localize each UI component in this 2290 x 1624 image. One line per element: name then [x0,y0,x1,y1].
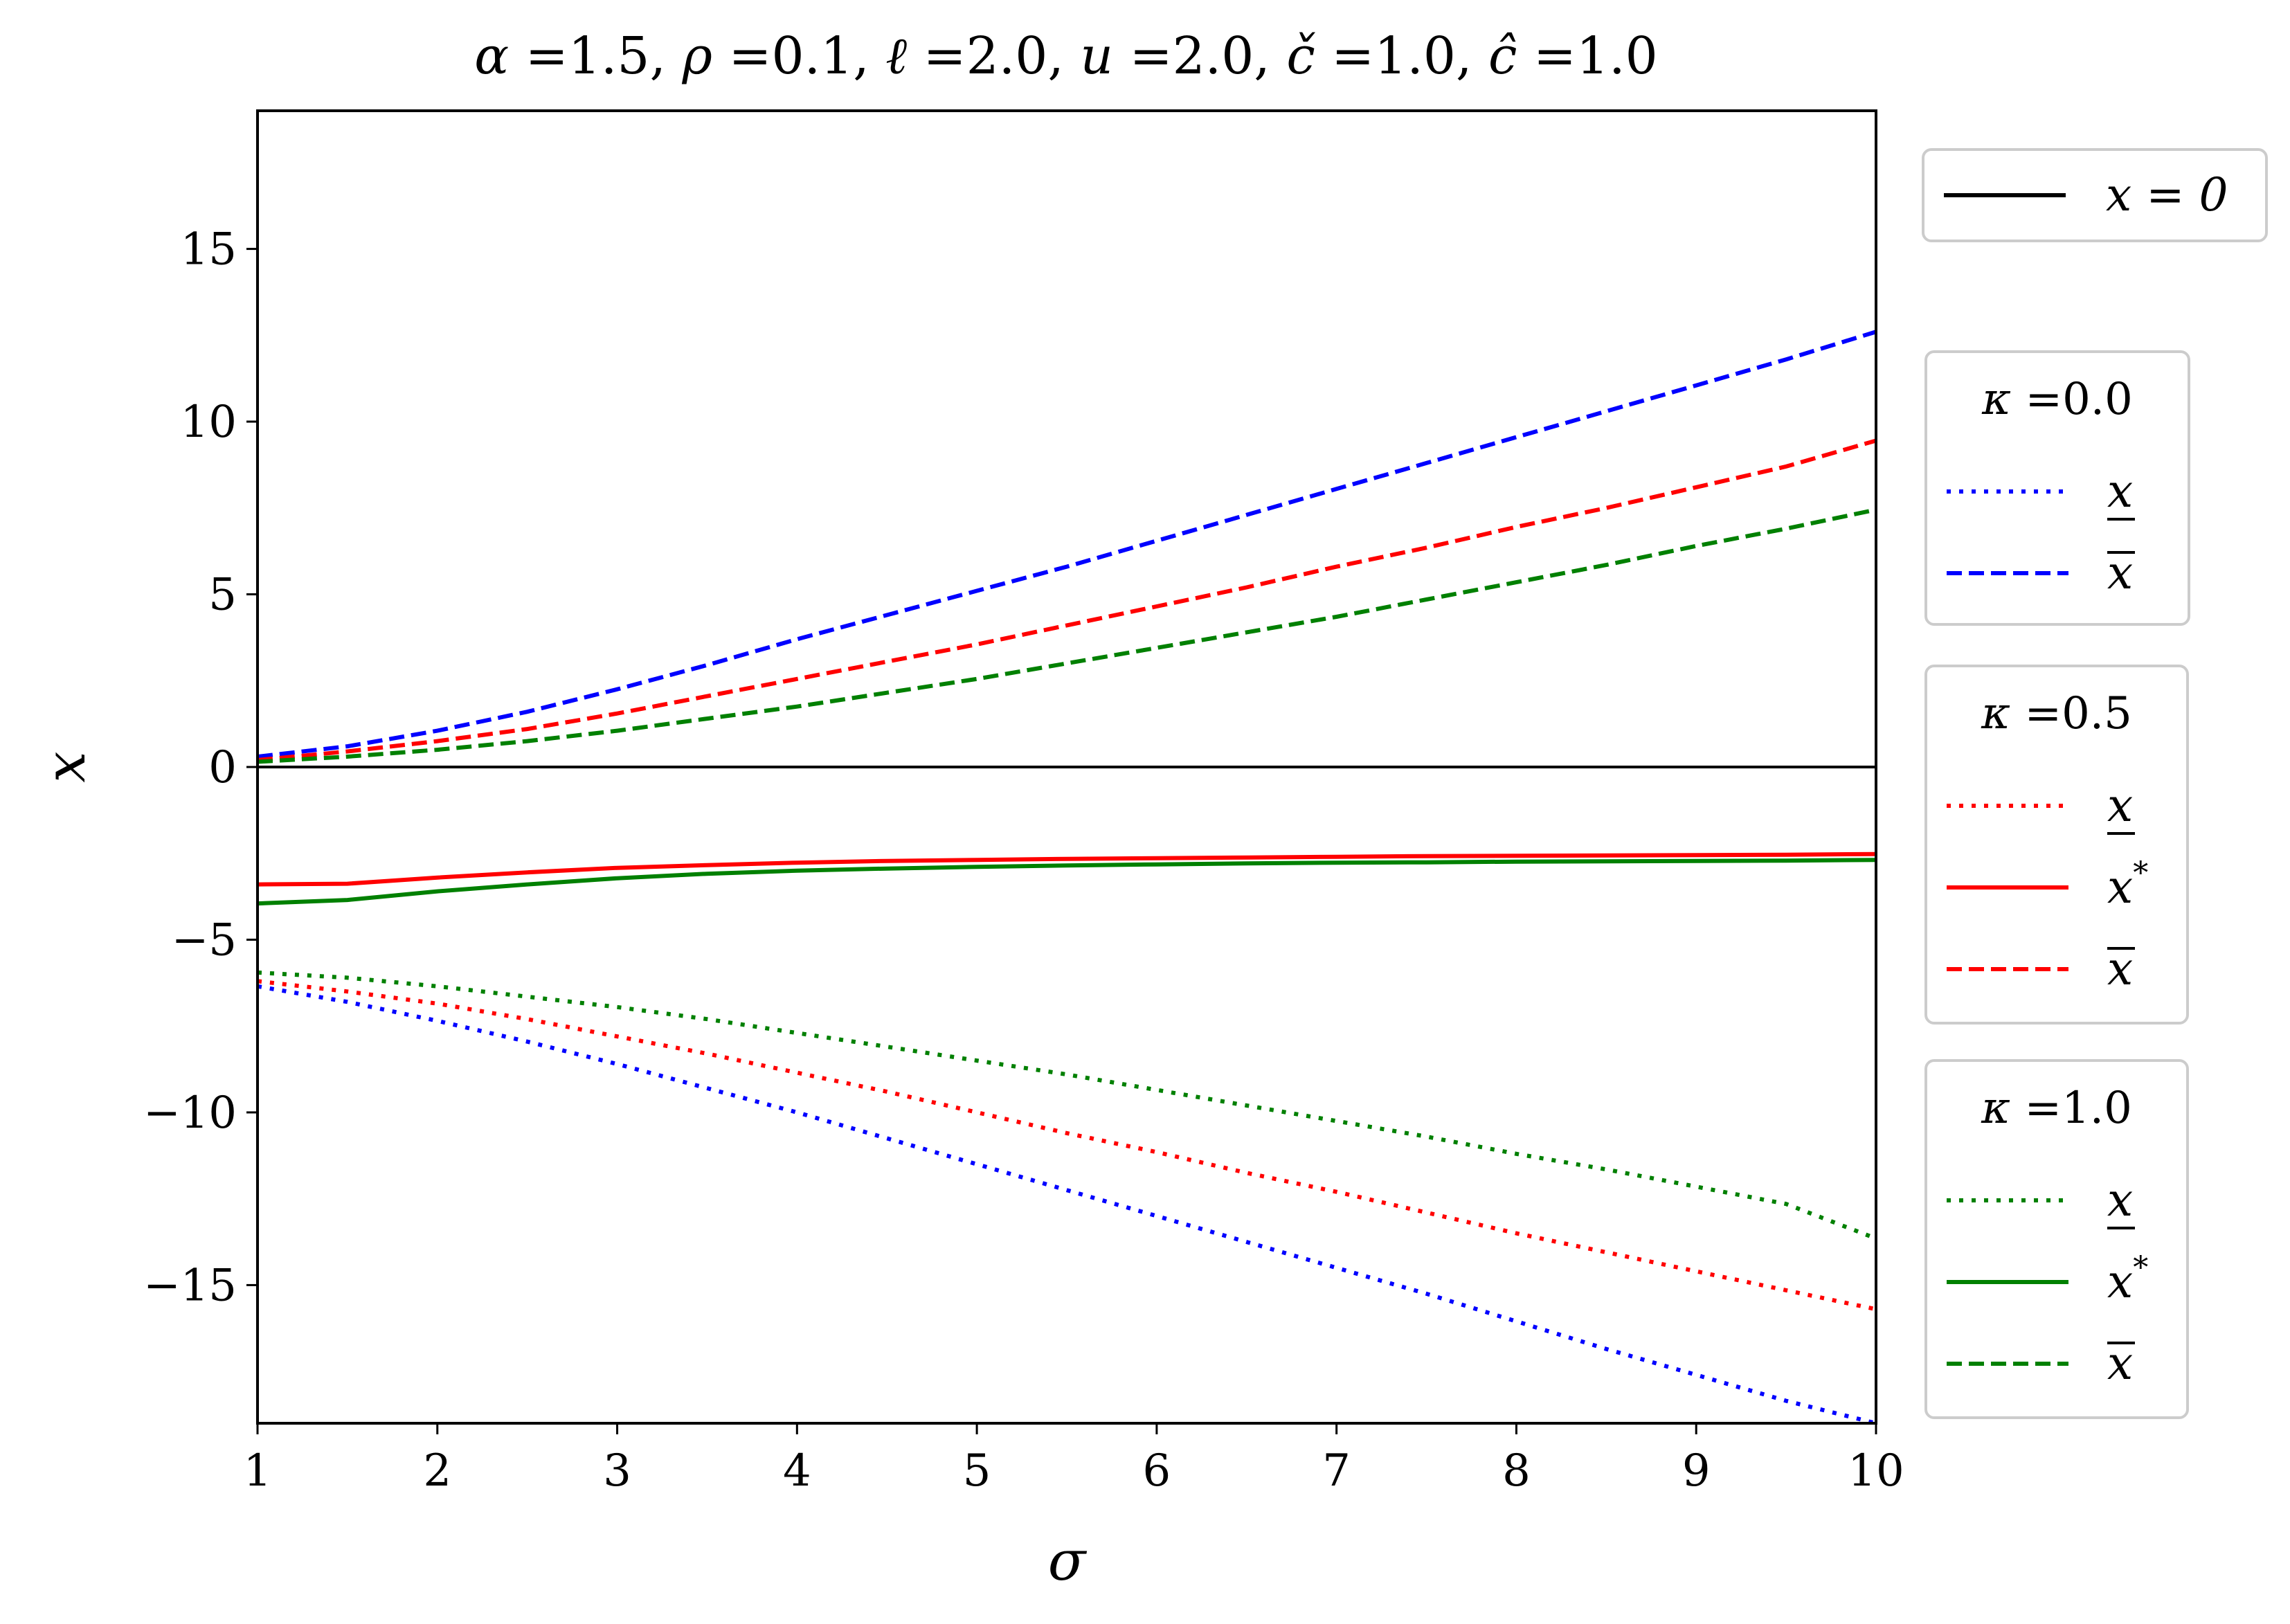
x-tick-label: 10 [1848,1445,1904,1497]
legend-label: x* [2107,856,2148,914]
title-symbol: ĉ [1488,26,1517,86]
x-tick-label: 2 [423,1445,451,1497]
x-tick-label: 8 [1502,1445,1531,1497]
title-symbol: u [1080,26,1113,86]
title-value: =1.0 [1517,26,1658,86]
x-tick-label: 7 [1322,1445,1351,1497]
x-tick-label: 3 [603,1445,631,1497]
title-value: =1.0, [1315,26,1488,86]
x-axis: 1 2 3 4 5 6 7 8 9 10 [244,1423,1904,1497]
legend-group: κ =0.0 xx [1924,350,2190,626]
legend-label: x [2107,464,2133,518]
y-tick-label: −10 [143,1088,237,1139]
legend-title: κ =0.0 [1981,374,2133,425]
series-line-kappa-1-0-optimal [258,858,1876,906]
x-tick-label: 1 [244,1445,272,1497]
legend-label: x [2107,1337,2133,1390]
title-symbol: α [474,26,509,86]
y-tick-label: 5 [208,570,237,621]
legend-group: x = 0 [1922,148,2268,242]
legend-group: κ =1.0 x x* x [1924,1059,2189,1419]
legend-title: κ =0.5 [1981,688,2132,739]
series-line-kappa-0-5-lower [258,979,1876,1312]
legend-label: x [2107,1173,2133,1227]
series-line-kappa-0-5-optimal [258,851,1876,887]
x-tick-label: 9 [1682,1445,1711,1497]
legend-title: κ =1.0 [1981,1083,2132,1134]
y-tick-label: 0 [208,742,237,793]
title-value: =0.1, [712,26,885,86]
legend-group: κ =0.5 x x* x [1924,665,2189,1025]
title-symbol: ℓ [885,26,907,86]
y-axis: −15 −10 −5 0 5 10 15 [143,224,258,1311]
x-tick-label: 5 [963,1445,991,1497]
chart-title: α =1.5, ρ =0.1, ℓ =2.0, u =2.0, č =1.0, … [474,26,1657,86]
x-tick-label: 6 [1143,1445,1171,1497]
series-line-kappa-0-0-upper [258,330,1876,759]
title-symbol: č [1286,26,1315,86]
legend-box [1924,665,2189,1025]
x-tick-label: 4 [783,1445,811,1497]
legend-label: x [2107,546,2133,599]
legend-label: x = 0 [2106,168,2228,222]
legend-label: x [2107,779,2133,832]
x-axis-label: σ [1048,1528,1088,1593]
series-line-kappa-1-0-lower [258,970,1876,1240]
legend-box [1924,350,2190,626]
legend-label: x [2107,942,2133,995]
plot-area [258,330,1876,1423]
series-line-kappa-1-0-upper [258,507,1876,764]
y-tick-label: 15 [181,224,237,276]
y-tick-label: −5 [172,914,237,966]
title-value: =2.0, [1113,26,1286,86]
series-line-kappa-0-5-upper [258,438,1876,762]
title-value: =1.5, [509,26,682,86]
y-tick-label: 10 [181,397,237,448]
y-tick-label: −15 [143,1260,237,1311]
legend-box [1924,1059,2189,1419]
title-value: =2.0, [907,26,1080,86]
y-axis-label: x [33,751,98,782]
series-line-kappa-0-0-lower [258,984,1876,1423]
legend-label: x* [2107,1250,2148,1308]
legend-box [1922,148,2268,242]
title-symbol: ρ [682,26,713,86]
